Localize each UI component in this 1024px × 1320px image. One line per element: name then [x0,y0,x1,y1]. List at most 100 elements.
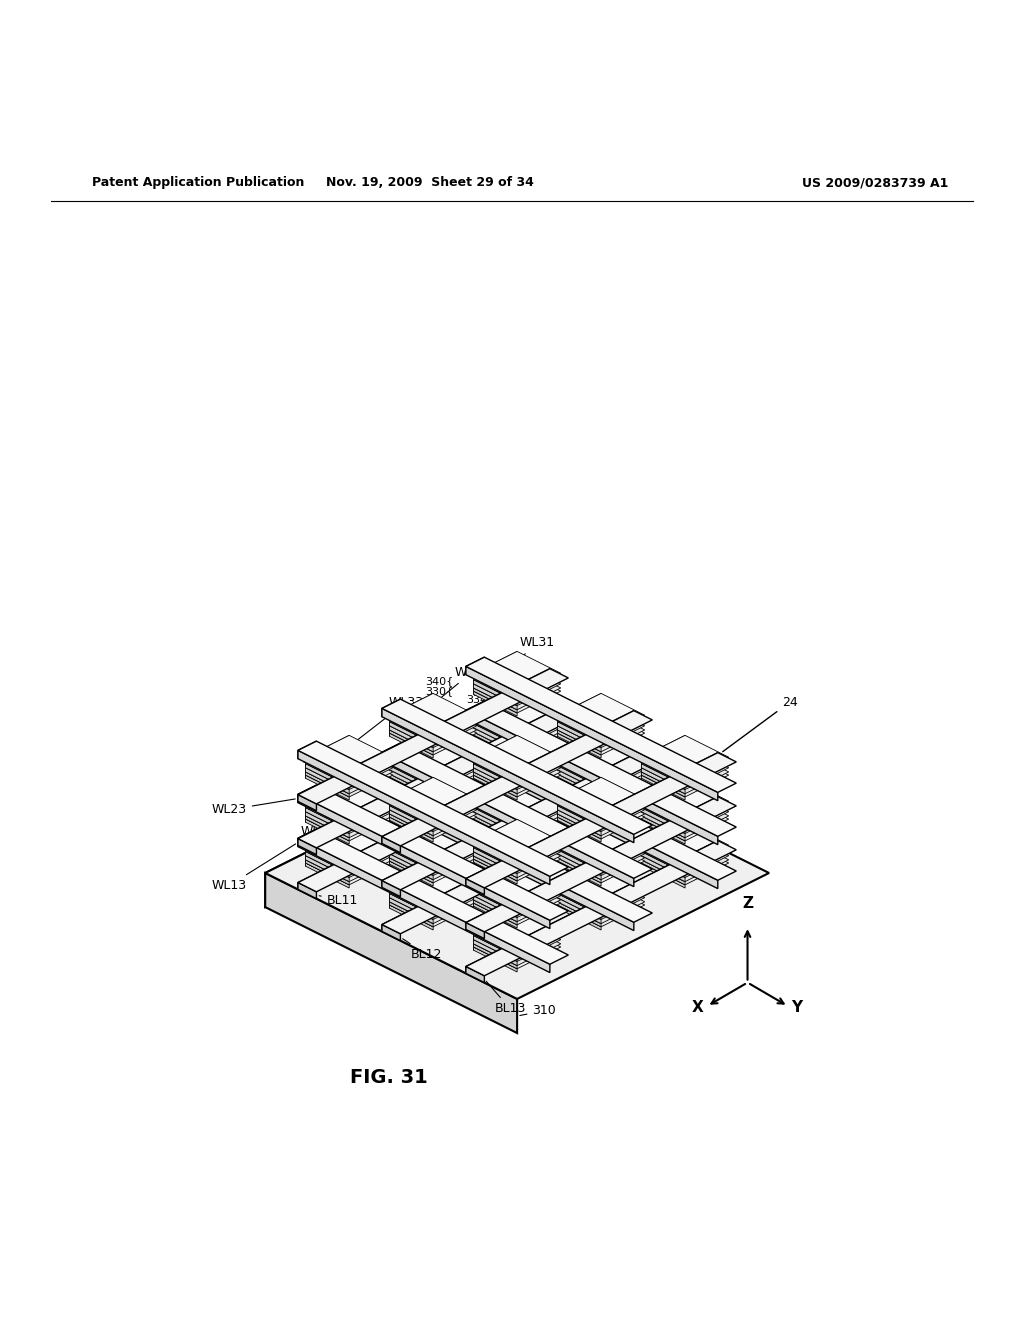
Polygon shape [389,840,477,883]
Polygon shape [389,704,433,730]
Polygon shape [305,750,393,793]
Polygon shape [473,762,517,787]
Polygon shape [473,826,561,870]
Polygon shape [557,784,601,809]
Polygon shape [641,746,729,789]
Polygon shape [473,776,517,801]
Polygon shape [557,880,645,924]
Polygon shape [641,768,685,793]
Polygon shape [557,836,601,861]
Polygon shape [473,661,561,706]
Polygon shape [557,887,601,912]
Polygon shape [473,797,517,822]
Polygon shape [557,766,601,792]
Polygon shape [389,743,477,787]
Polygon shape [473,657,517,684]
Polygon shape [298,785,316,803]
Polygon shape [473,667,517,692]
Text: 338: 338 [490,675,512,685]
Polygon shape [557,836,645,879]
Polygon shape [473,727,517,754]
Polygon shape [473,706,517,731]
Polygon shape [466,752,718,886]
Polygon shape [305,754,349,779]
Polygon shape [557,715,601,741]
Polygon shape [557,711,645,755]
Polygon shape [641,849,685,874]
Polygon shape [557,825,645,869]
Polygon shape [473,667,561,710]
Polygon shape [466,657,736,792]
Polygon shape [557,817,601,842]
Polygon shape [473,754,561,797]
Polygon shape [305,795,349,818]
Polygon shape [382,787,652,923]
Polygon shape [389,880,433,906]
Polygon shape [557,818,601,843]
Polygon shape [389,788,433,813]
Polygon shape [473,746,517,772]
Polygon shape [641,739,729,783]
Polygon shape [557,805,601,832]
Polygon shape [473,795,561,838]
Polygon shape [473,837,517,862]
Polygon shape [473,680,517,706]
Polygon shape [305,838,393,882]
Polygon shape [389,865,433,890]
Polygon shape [389,722,433,747]
Polygon shape [473,940,517,966]
Polygon shape [473,772,517,797]
Polygon shape [557,788,645,832]
Polygon shape [641,824,685,849]
Polygon shape [473,779,561,822]
Polygon shape [557,875,601,902]
Polygon shape [305,851,349,878]
Polygon shape [389,738,477,781]
Polygon shape [389,763,433,787]
Polygon shape [389,784,477,828]
Polygon shape [298,838,550,973]
Polygon shape [389,818,433,843]
Polygon shape [466,752,736,888]
Polygon shape [473,863,517,888]
Polygon shape [473,742,561,787]
Polygon shape [298,883,316,899]
Polygon shape [473,866,561,909]
Polygon shape [557,871,601,898]
Polygon shape [305,838,349,863]
Polygon shape [382,752,634,887]
Polygon shape [473,891,517,917]
Polygon shape [466,796,736,932]
Polygon shape [382,710,652,846]
Polygon shape [473,820,517,845]
Polygon shape [382,755,634,887]
Polygon shape [305,758,349,783]
Polygon shape [473,785,517,812]
Polygon shape [641,754,729,797]
Polygon shape [473,855,517,882]
Text: 344,346: 344,346 [511,878,556,888]
Polygon shape [557,770,601,796]
Polygon shape [641,779,729,822]
Polygon shape [389,738,433,763]
Text: BL22: BL22 [403,888,442,902]
Polygon shape [473,785,561,829]
Polygon shape [473,696,517,721]
Polygon shape [389,784,433,809]
Polygon shape [557,814,601,840]
Polygon shape [473,657,561,701]
Polygon shape [473,739,561,783]
Polygon shape [557,780,601,805]
Text: WL11: WL11 [390,759,463,783]
Polygon shape [305,746,349,772]
Polygon shape [389,832,477,875]
Polygon shape [305,775,349,800]
Polygon shape [305,735,393,779]
Polygon shape [305,742,393,785]
Polygon shape [473,713,517,738]
Polygon shape [305,824,393,867]
Polygon shape [473,764,517,789]
Text: X: X [692,999,703,1015]
Polygon shape [298,713,550,845]
Polygon shape [473,768,517,793]
